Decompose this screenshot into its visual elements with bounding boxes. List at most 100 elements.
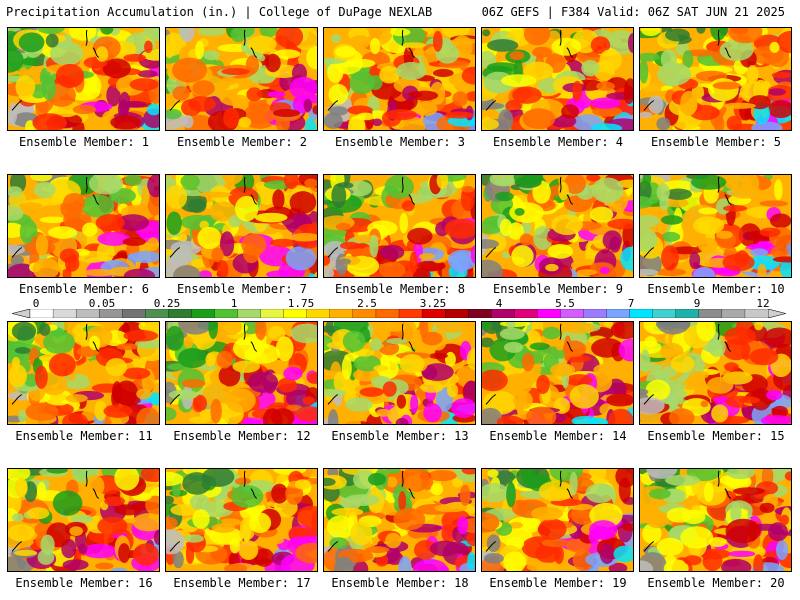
- ensemble-member-label: Ensemble Member: 9: [492, 282, 624, 296]
- coastline-outline: [169, 470, 258, 552]
- ensemble-member-label: Ensemble Member: 18: [331, 576, 469, 590]
- ensemble-member-label: Ensemble Member: 19: [489, 576, 627, 590]
- coastline-outline: [485, 323, 574, 405]
- scale-swatch: [214, 309, 239, 318]
- precip-field: [640, 175, 791, 277]
- map-panel: [639, 468, 792, 572]
- ensemble-member-label: Ensemble Member: 3: [334, 135, 466, 149]
- precip-field: [8, 175, 159, 277]
- coastline-outline: [643, 29, 732, 111]
- coastline-outline: [327, 323, 416, 405]
- ensemble-member-label: Ensemble Member: 8: [334, 282, 466, 296]
- scale-tick-label: 9: [693, 297, 701, 310]
- ensemble-member-label: Ensemble Member: 2: [176, 135, 308, 149]
- coastline-outline: [11, 470, 100, 552]
- ensemble-member-label: Ensemble Member: 20: [647, 576, 785, 590]
- coastline-outline: [11, 176, 100, 258]
- ensemble-member-label: Ensemble Member: 1: [18, 135, 150, 149]
- map-panel: [323, 321, 476, 425]
- map-panel: [639, 174, 792, 278]
- ensemble-member-label: Ensemble Member: 6: [18, 282, 150, 296]
- coastline-outline: [643, 176, 732, 258]
- scale-tick-label: 3.25: [419, 297, 447, 310]
- map-panel: [7, 321, 160, 425]
- color-scale-bar: [12, 309, 786, 318]
- scale-swatch: [629, 309, 654, 318]
- ensemble-member-label: Ensemble Member: 7: [176, 282, 308, 296]
- precip-field: [640, 322, 791, 424]
- precip-field: [324, 469, 475, 571]
- scale-swatch: [75, 309, 100, 318]
- scale-swatch: [398, 309, 423, 318]
- scale-swatch: [491, 309, 515, 318]
- scale-swatch: [652, 309, 677, 318]
- coastline-outline: [485, 470, 574, 552]
- scale-swatch: [306, 309, 331, 318]
- scale-tick-label: 12: [756, 297, 770, 310]
- precip-field: [8, 28, 159, 130]
- scale-swatch: [29, 309, 54, 318]
- scale-max-arrow: [767, 309, 786, 318]
- scale-swatch: [444, 309, 469, 318]
- precip-field: [166, 322, 317, 424]
- map-panel: [7, 468, 160, 572]
- coastline-outline: [169, 29, 258, 111]
- scale-swatch: [744, 309, 769, 318]
- scale-tick-label: 1: [230, 297, 238, 310]
- precip-field: [166, 469, 317, 571]
- scale-swatch: [99, 309, 123, 318]
- map-panel: [639, 27, 792, 131]
- scale-tick-label: 5.5: [555, 297, 575, 310]
- scale-min-arrow: [12, 309, 31, 318]
- scale-tick-label: 0: [32, 297, 40, 310]
- scale-swatch: [122, 309, 146, 318]
- coastline-outline: [11, 29, 100, 111]
- ensemble-member-label: Ensemble Member: 4: [492, 135, 624, 149]
- precip-field: [8, 469, 159, 571]
- map-panel: [481, 321, 634, 425]
- scale-swatch: [52, 309, 77, 318]
- precip-field: [640, 28, 791, 130]
- ensemble-member-label: Ensemble Member: 14: [489, 429, 627, 443]
- coastline-outline: [643, 323, 732, 405]
- map-panel: [165, 321, 318, 425]
- scale-swatch: [283, 309, 308, 318]
- map-panel: [323, 468, 476, 572]
- precip-field: [482, 175, 633, 277]
- map-panel: [481, 468, 634, 572]
- scale-swatch: [145, 309, 169, 318]
- map-panel: [165, 27, 318, 131]
- scale-tick-label: 0.25: [153, 297, 181, 310]
- scale-swatch: [352, 309, 377, 318]
- coastline-outline: [643, 470, 732, 552]
- ensemble-member-label: Ensemble Member: 11: [15, 429, 153, 443]
- ensemble-member-label: Ensemble Member: 15: [647, 429, 785, 443]
- scale-tick-label: 4: [495, 297, 503, 310]
- map-title: Precipitation Accumulation (in.) | Colle…: [6, 5, 433, 19]
- scale-swatch: [721, 309, 746, 318]
- precip-field: [8, 322, 159, 424]
- ensemble-member-label: Ensemble Member: 13: [331, 429, 469, 443]
- ensemble-member-label: Ensemble Member: 16: [15, 576, 153, 590]
- precip-field: [324, 322, 475, 424]
- scale-swatch: [675, 309, 700, 318]
- map-panel: [481, 174, 634, 278]
- scale-swatch: [606, 309, 631, 318]
- map-panel: [165, 468, 318, 572]
- scale-tick-label: 7: [627, 297, 635, 310]
- coastline-outline: [485, 29, 574, 111]
- precip-field: [640, 469, 791, 571]
- precip-field: [324, 28, 475, 130]
- scale-swatch: [537, 309, 561, 318]
- map-panel: [323, 27, 476, 131]
- scale-tick-label: 0.05: [88, 297, 116, 310]
- scale-swatch: [375, 309, 400, 318]
- ensemble-member-label: Ensemble Member: 12: [173, 429, 311, 443]
- coastline-outline: [327, 176, 416, 258]
- scale-tick-label: 2.5: [357, 297, 377, 310]
- map-panel: [7, 174, 160, 278]
- coastline-outline: [11, 323, 100, 405]
- map-panel: [165, 174, 318, 278]
- scale-swatch: [168, 309, 192, 318]
- precip-field: [166, 28, 317, 130]
